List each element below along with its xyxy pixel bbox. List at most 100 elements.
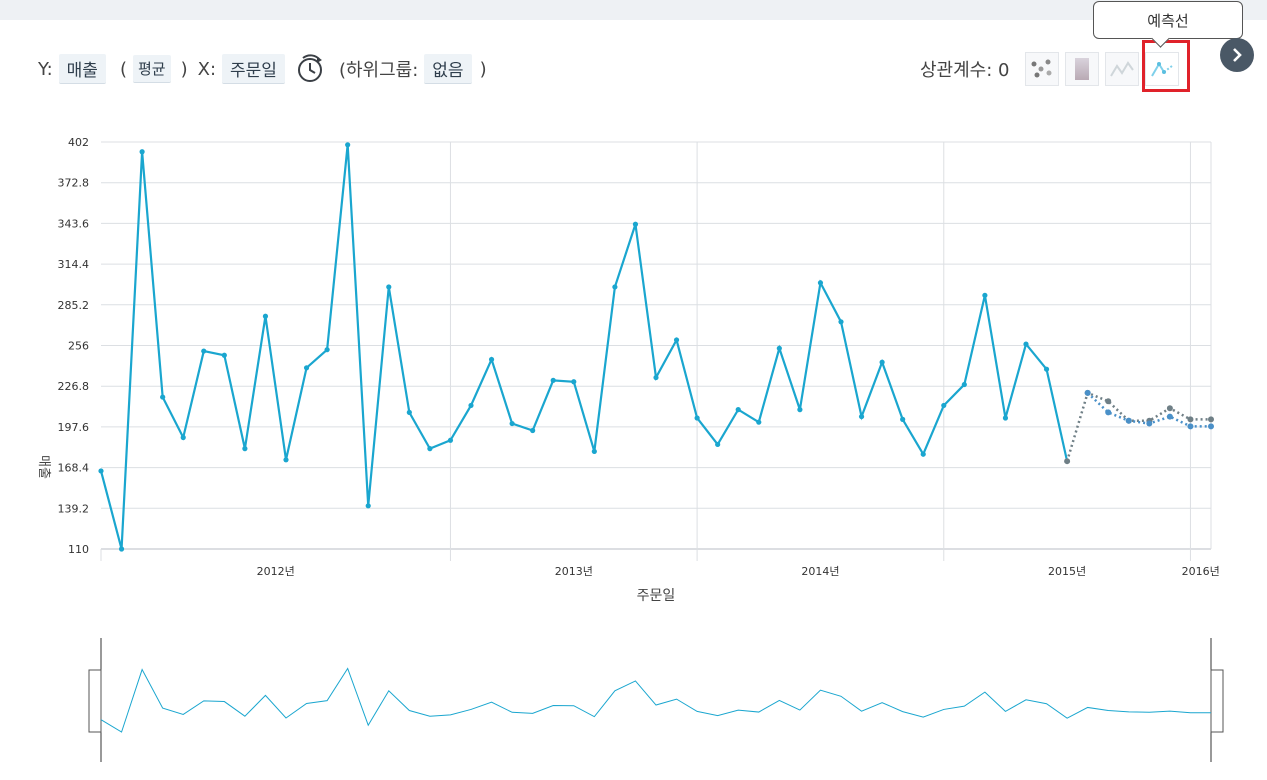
data-point (262, 313, 269, 319)
axis-settings-toolbar: Y: 매출 ( 평균 ) X: 주문일 (하위그룹: 없음 ) (38, 52, 493, 86)
data-point (160, 394, 166, 400)
forecast-point (1166, 413, 1173, 420)
y-agg-paren-close: ) (180, 58, 188, 80)
data-point (447, 437, 454, 443)
data-point (571, 379, 577, 385)
subgroup-paren-close: ) (479, 58, 487, 80)
data-point (961, 381, 967, 388)
line-icon (1110, 61, 1135, 77)
y-tick-label: 343.6 (58, 217, 90, 230)
data-point (817, 280, 824, 286)
forecast-line-button[interactable] (1145, 52, 1180, 86)
forecast-point (1187, 416, 1194, 423)
data-point (283, 457, 289, 463)
x-tick-label: 2012년 (257, 565, 295, 578)
data-point (242, 446, 248, 452)
data-point (345, 142, 351, 148)
data-point (941, 402, 947, 409)
data-point (303, 365, 310, 371)
data-point (1023, 341, 1029, 347)
data-point (201, 348, 207, 354)
gradient-icon (1075, 58, 1090, 80)
y-tick-label: 256 (68, 340, 89, 353)
forecast-point (1064, 458, 1071, 465)
data-point (139, 149, 145, 155)
y-tick-labels: 402 372.8 343.6 314.4 285.2 256 226.8 197.6 168.… (58, 136, 90, 556)
data-point (756, 419, 762, 425)
grid-lines (100, 141, 1212, 561)
next-button[interactable] (1220, 38, 1254, 72)
data-point (468, 402, 474, 409)
data-point (1002, 415, 1009, 421)
data-point (900, 416, 906, 422)
subgroup-label: (하위그룹: (338, 60, 419, 81)
data-point (858, 413, 865, 420)
x-tick-label: 2016년 (1182, 565, 1220, 578)
data-point (776, 345, 782, 351)
y-tick-label: 402 (68, 136, 89, 149)
data-point (550, 377, 556, 383)
y-aggregation-selector[interactable]: 평균 (132, 55, 171, 83)
data-point (673, 337, 680, 343)
y-axis-title: 매출 (36, 455, 51, 479)
chart-type-tools: 상관계수: 0 (920, 50, 1185, 88)
scatter-icon (1031, 59, 1052, 78)
data-point (797, 407, 803, 413)
data-point (715, 441, 721, 448)
data-point (879, 359, 885, 365)
forecast-point (1187, 423, 1194, 430)
forecast-point (1166, 405, 1173, 412)
data-point (324, 347, 330, 353)
navigator-right-handle[interactable] (1210, 669, 1224, 733)
correlation-coefficient: 상관계수: 0 (920, 60, 1010, 81)
x-tick-label: 2015년 (1048, 565, 1086, 578)
forecast-point (1208, 416, 1214, 423)
data-point (1043, 366, 1050, 372)
y-tick-label: 197.6 (58, 421, 90, 434)
forecast-tooltip: 예측선 (1093, 1, 1243, 39)
forecast-point (1084, 389, 1091, 396)
x-axis-title: 주문일 (637, 588, 676, 604)
data-point (221, 352, 227, 358)
forecast-point (1125, 417, 1132, 424)
x-tick-labels: 2012년 2013년 2014년 2015년 2016년 (257, 565, 1220, 578)
x-field-selector[interactable]: 주문일 (222, 54, 285, 84)
data-point (488, 356, 495, 363)
series-layer (98, 142, 1214, 552)
data-point (982, 292, 988, 298)
navigator-left-handle[interactable] (88, 669, 102, 733)
y-tick-label: 314.4 (58, 258, 90, 271)
clock-refresh-icon[interactable] (295, 54, 325, 84)
navigator-chart[interactable] (0, 630, 1267, 780)
line-view-button[interactable] (1105, 52, 1140, 86)
y-tick-label: 110 (68, 543, 89, 556)
gradient-view-button[interactable] (1065, 52, 1100, 86)
x-tick-label: 2013년 (555, 565, 593, 578)
chevron-right-icon (1233, 48, 1242, 62)
data-point (530, 427, 536, 434)
y-tick-label: 372.8 (58, 177, 90, 190)
forecast-point (1208, 423, 1214, 430)
data-point (838, 319, 844, 325)
forecast-button-highlight (1142, 40, 1190, 92)
data-point (180, 434, 186, 441)
data-point (386, 284, 392, 290)
y-tick-label: 226.8 (58, 380, 90, 393)
data-point (653, 374, 659, 381)
y-agg-paren-open: ( (119, 58, 127, 80)
data-point (406, 409, 412, 416)
data-point (591, 448, 597, 455)
forecast-point (1105, 409, 1112, 416)
forecast-line (1065, 391, 1211, 462)
y-tick-label: 168.4 (58, 462, 90, 475)
y-field-selector[interactable]: 매출 (58, 54, 106, 84)
data-point (98, 468, 104, 474)
navigator-series-line (100, 667, 1211, 733)
scatter-view-button[interactable] (1025, 52, 1060, 86)
series-line (99, 144, 1069, 550)
subgroup-selector[interactable]: 없음 (424, 54, 472, 84)
data-point (632, 221, 639, 227)
line-chart: 402 372.8 343.6 314.4 285.2 256 226.8 197.6 168.… (36, 136, 1220, 604)
y-tick-label: 285.2 (58, 299, 90, 312)
data-point (365, 503, 371, 509)
